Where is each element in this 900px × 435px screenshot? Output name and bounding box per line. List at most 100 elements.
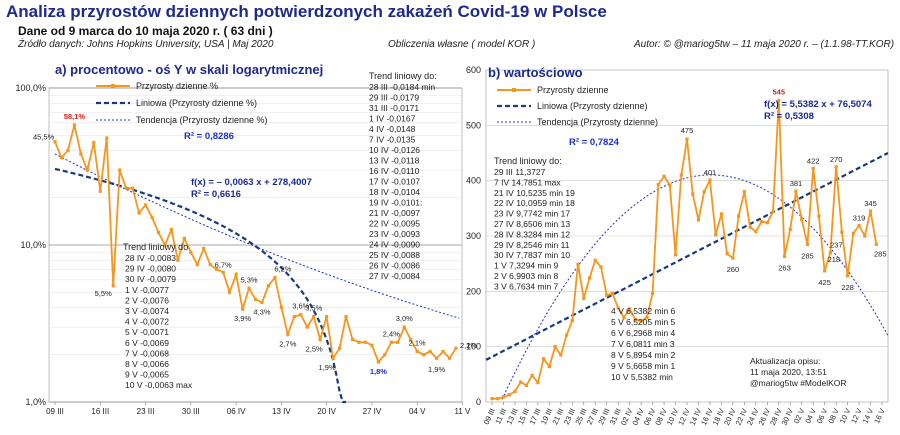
chart-a-trend-table-row: 24 IV -0,0090 (369, 240, 420, 250)
chart-a-point (92, 140, 96, 145)
chart-b-point (782, 254, 787, 259)
page-subtitle: Dane od 9 marca do 10 maja 2020 r. ( 63 … (18, 24, 273, 38)
chart-a-trend-table-row: 17 IV -0,0107 (369, 177, 420, 187)
chart-a-trend-table2-row: 8 V -0,0066 (125, 359, 169, 369)
chart-b-trend-table-row: 23 IV 9,7742 min 17 (494, 209, 570, 219)
chart-b-data-label: 260 (727, 265, 740, 274)
chart-b-point (633, 317, 637, 322)
chart-a-point (299, 313, 303, 317)
chart-a-point (383, 353, 387, 357)
chart-a-trend-table-title: Trend liniowy do: (369, 71, 437, 81)
chart-b-point (754, 229, 758, 234)
chart-a-trend-table2-row: 9 V -0,0065 (125, 370, 169, 380)
chart-b-trend-table-row: 30 IV 7,7837 min 10 (494, 250, 570, 260)
chart-a-point (441, 349, 445, 354)
chart-a-point (273, 275, 277, 280)
chart-b-point (771, 210, 775, 214)
chart-b-point (547, 364, 551, 369)
chart-b-data-label: 401 (704, 168, 717, 177)
chart-a-trend-table2-title: Trend liniowy do (123, 242, 188, 252)
chart-b-point (834, 165, 838, 169)
chart-a-x-tick-label: 09 III (46, 407, 64, 416)
chart-b-trend-table-title: Trend liniowy do: (494, 156, 562, 166)
chart-a-point (447, 356, 452, 360)
chart-a-point (396, 340, 400, 344)
chart-b-linear-formula: f(x) = 5,5382 x + 76,5074 (764, 99, 872, 110)
chart-b-data-label: 345 (864, 199, 877, 208)
chart-a-point (118, 168, 122, 172)
chart-b-trend-line (501, 174, 889, 400)
chart-a-trend-table-row: 18 IV -0,0104 (369, 187, 420, 197)
chart-a-r2-trend: R² = 0,8286 (184, 131, 234, 142)
chart-a-trend-table-row: 29 III -0,0179 (369, 93, 419, 103)
chart-a-data-label: 5,5% (95, 289, 112, 298)
chart-a-point (150, 215, 154, 219)
chart-a-point (176, 258, 180, 262)
chart-a-point (279, 305, 283, 310)
chart-b-point (668, 183, 672, 187)
chart-a-point (337, 346, 342, 350)
chart-a-trend-table2-row: 3 V -0,0074 (125, 306, 169, 316)
chart-a-point (363, 340, 368, 344)
chart-b-point (777, 98, 781, 103)
chart-b-data-label: 263 (778, 263, 791, 272)
chart-a-trend-table2-row: 28 IV -0,0083 (125, 253, 176, 263)
chart-a-data-label: 45,5% (33, 133, 55, 142)
chart-b-update-note: Aktualizacja opisu: (750, 356, 820, 366)
chart-a-point (253, 297, 258, 302)
chart-b-legend-label: Przyrosty dzienne (537, 85, 609, 95)
chart-b-point (800, 217, 804, 221)
chart-a-point (59, 156, 64, 160)
chart-a-point (143, 203, 148, 207)
chart-b-point (536, 381, 540, 385)
chart-b-trend-table-row: 21 IV 10,5235 min 19 (494, 188, 575, 198)
chart-a-data-label: 2,1% (409, 338, 426, 347)
chart-b-point (817, 214, 821, 218)
chart-b-point (805, 242, 810, 246)
chart-b-data-label: 319 (853, 213, 866, 222)
chart-a-x-tick-label: 27 IV (363, 407, 382, 416)
chart-a-trend-table-row: 13 IV -0,0118 (369, 156, 420, 166)
chart-a-data-label: 2,7% (279, 339, 296, 348)
chart-a-data-label: 3,6% (292, 302, 309, 311)
chart-b-point (719, 212, 724, 216)
chart-b-point (759, 220, 764, 224)
chart-b-point (507, 393, 511, 397)
chart-b-trend-table-row: 7 IV 14,7851 max (494, 177, 561, 187)
chart-a-linear-r2: R² = 0,6616 (191, 189, 241, 200)
chart-a-legend-label: Tendencja (Przyrosty dzienne %) (136, 115, 268, 125)
chart-b-point (765, 221, 769, 225)
chart-a-trend-table-row: 19 IV -0,0101: (369, 198, 422, 208)
chart-b-trend-table2-row: 4 V 6,5382 min 6 (611, 306, 676, 316)
chart-a-point (202, 246, 206, 251)
chart-a-trend-table-row: 31 III -0,0171 (369, 103, 419, 113)
chart-a-point (305, 325, 309, 329)
chart-b-point (593, 258, 597, 262)
chart-a-data-label: 3,9% (234, 314, 251, 323)
chart-b-trend-table-row: 27 IV 8,6506 min 13 (494, 219, 570, 229)
chart-a-trend-table-row: 28 III -0,0184 min (369, 82, 435, 92)
chart-b-point (582, 296, 586, 301)
chart-a-point (240, 307, 245, 311)
chart-b-point (725, 252, 729, 256)
chart-b-point (496, 397, 500, 401)
chart-b-point (702, 190, 706, 194)
chart-b-point (542, 357, 546, 361)
chart-b-trend-table2-row: 7 V 6,0811 min 3 (611, 339, 675, 349)
chart-a-point (350, 337, 355, 342)
chart-a-point (260, 300, 264, 305)
chart-b-y-tick-label: 0 (476, 397, 481, 407)
chart-b-point (501, 395, 506, 399)
chart-b-x-tick-label: 16 V (872, 407, 887, 425)
chart-a-trend-table2-row: 6 V -0,0069 (125, 338, 169, 348)
chart-b-point (731, 256, 735, 260)
chart-b-trend-table-row: 29 III 11,3727 (494, 167, 546, 177)
chart-b-trend-table2-row: 8 V 5,8954 min 2 (611, 350, 676, 360)
chart-b-data-label: 545 (773, 87, 786, 96)
chart-b-r2-trend: R² = 0,7824 (569, 137, 620, 148)
chart-a-point (221, 270, 225, 274)
chart-a-x-tick-label: 04 V (409, 407, 426, 416)
chart-a-trend-table-row: 16 IV -0,0110 (369, 166, 420, 176)
chart-a-trend-table-row: 25 IV -0,0088 (369, 250, 420, 260)
